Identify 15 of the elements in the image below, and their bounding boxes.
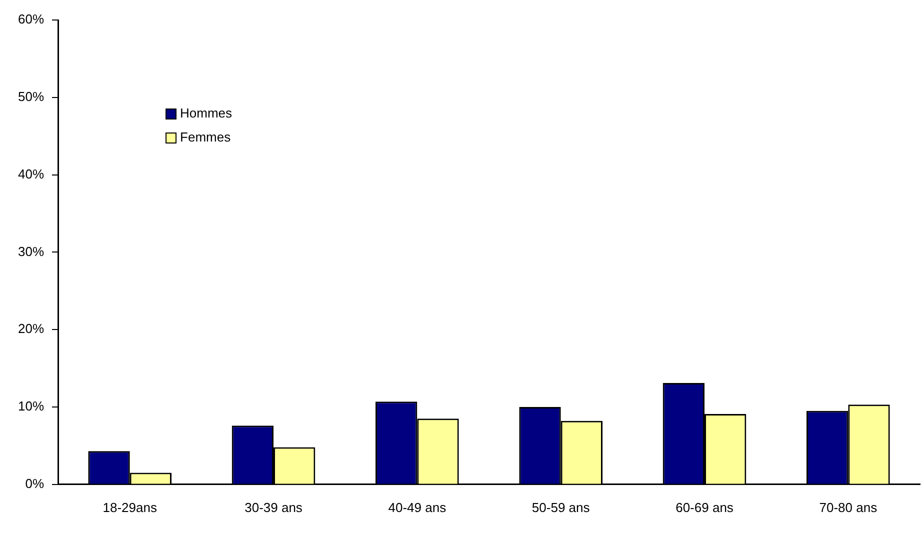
y-tick-label: 20% bbox=[18, 321, 44, 336]
x-tick-label: 40-49 ans bbox=[388, 500, 447, 515]
y-tick-label: 60% bbox=[18, 12, 44, 27]
x-tick-label: 30-39 ans bbox=[244, 500, 303, 515]
x-tick-label: 70-80 ans bbox=[819, 500, 878, 515]
legend-label: Hommes bbox=[180, 106, 233, 121]
y-tick-label: 50% bbox=[18, 88, 44, 104]
legend-label: Femmes bbox=[180, 130, 232, 145]
x-tick-label: 18-29ans bbox=[102, 500, 158, 515]
x-tick-label: 50-59 ans bbox=[532, 500, 590, 515]
y-tick-label: 10% bbox=[18, 398, 44, 414]
y-tick-label: 0% bbox=[25, 476, 44, 491]
y-tick-label: 30% bbox=[18, 244, 44, 259]
x-tick-label: 60-69 ans bbox=[676, 500, 734, 515]
y-tick-label: 40% bbox=[18, 166, 44, 182]
